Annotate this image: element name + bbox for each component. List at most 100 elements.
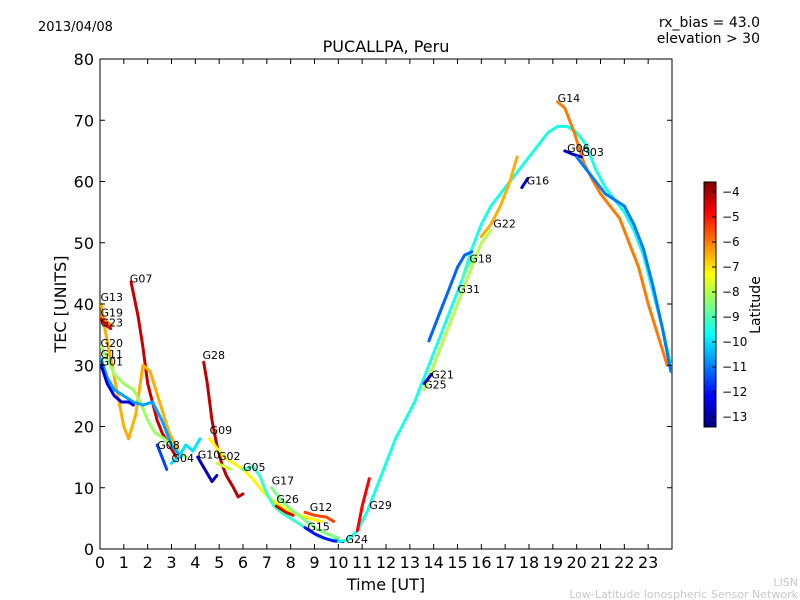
series-g04 xyxy=(170,437,202,465)
label-g22: G22 xyxy=(493,217,516,230)
series-g10 xyxy=(196,455,219,484)
date-label: 2013/04/08 xyxy=(38,20,113,35)
rx-bias-label: rx_bias = 43.0 xyxy=(659,15,760,31)
label-g12: G12 xyxy=(310,501,333,514)
footer-lisn: LISN xyxy=(773,576,798,589)
series-g22 xyxy=(479,155,519,239)
x-tick-label: 5 xyxy=(214,553,224,572)
y-tick-label: 50 xyxy=(74,234,94,253)
colorbar-tick-label: −8 xyxy=(722,285,740,299)
label-g21: G21 xyxy=(431,369,454,382)
x-tick-label: 0 xyxy=(95,553,105,572)
x-tick-label: 3 xyxy=(166,553,176,572)
x-tick-label: 10 xyxy=(328,553,348,572)
label-g08: G08 xyxy=(157,439,180,452)
series-g19 xyxy=(100,314,114,327)
series-g13 xyxy=(100,302,181,453)
series-g17 xyxy=(270,486,340,540)
series-g06 xyxy=(563,149,583,159)
y-tick-label: 60 xyxy=(74,173,94,192)
label-g26: G26 xyxy=(276,493,299,506)
colorbar-label: Latitude xyxy=(748,276,764,334)
x-tick-label: 19 xyxy=(543,553,563,572)
label-g15: G15 xyxy=(307,521,330,534)
label-g28: G28 xyxy=(203,349,226,362)
y-tick-label: 20 xyxy=(74,418,94,437)
x-tick-label: 15 xyxy=(447,553,467,572)
label-g05: G05 xyxy=(243,461,266,474)
label-g31: G31 xyxy=(458,283,481,296)
label-g02: G02 xyxy=(218,450,241,463)
x-tick-label: 2 xyxy=(143,553,153,572)
colorbar-tick-label: −11 xyxy=(722,360,747,374)
label-g11: G11 xyxy=(101,348,124,361)
colorbar-ticks: −4 −5 −6 −7 −8 −9 −10 −11 −12 −13 xyxy=(712,185,747,424)
label-g14: G14 xyxy=(558,92,581,105)
series-g23 xyxy=(100,317,113,330)
series-g14 xyxy=(556,100,669,367)
x-tick-label: 9 xyxy=(309,553,319,572)
x-tick-label: 17 xyxy=(495,553,515,572)
colorbar-tick-label: −6 xyxy=(722,235,740,249)
label-g17: G17 xyxy=(272,475,295,488)
x-tick-label: 23 xyxy=(638,553,658,572)
label-g29: G29 xyxy=(369,499,392,512)
series-g08 xyxy=(155,443,169,471)
x-tick-label: 21 xyxy=(590,553,610,572)
label-g09: G09 xyxy=(210,424,233,437)
footer-network: Low-Latitude Ionospheric Sensor Network xyxy=(569,588,798,600)
elevation-label: elevation > 30 xyxy=(657,31,760,47)
series-layer xyxy=(100,100,672,544)
label-g19: G19 xyxy=(101,306,124,319)
y-tick-label: 70 xyxy=(74,111,94,130)
x-tick-label: 22 xyxy=(614,553,634,572)
x-tick-label: 8 xyxy=(286,553,296,572)
series-g28 xyxy=(202,360,245,499)
colorbar-tick-label: −5 xyxy=(722,210,740,224)
x-tick-label: 4 xyxy=(190,553,200,572)
y-tick-label: 10 xyxy=(74,479,94,498)
y-tick-label: 0 xyxy=(84,540,94,559)
series-g26 xyxy=(274,504,295,517)
colorbar-tick-label: −4 xyxy=(722,185,740,199)
series-g20 xyxy=(100,345,188,459)
x-tick-label: 20 xyxy=(566,553,586,572)
series-g03 xyxy=(575,155,672,373)
label-g16: G16 xyxy=(527,175,550,188)
colorbar xyxy=(703,181,717,428)
x-tick-label: 6 xyxy=(238,553,248,572)
label-g24: G24 xyxy=(346,533,369,546)
series-g01 xyxy=(100,363,135,407)
series-g18 xyxy=(460,256,474,281)
x-tick-label: 16 xyxy=(471,553,491,572)
label-g13: G13 xyxy=(101,291,124,304)
series-g29 xyxy=(355,477,371,533)
colorbar-tick-label: −9 xyxy=(722,310,740,324)
x-tick-label: 7 xyxy=(262,553,272,572)
axes: 0 1 2 3 4 5 6 7 8 9 10 11 12 13 14 15 16 17 18 19 20 21 22 2301… xyxy=(74,50,672,572)
x-axis-label: Time [UT] xyxy=(346,575,425,594)
label-g07: G07 xyxy=(130,273,153,286)
series-g31 xyxy=(427,250,474,343)
x-tick-label: 12 xyxy=(376,553,396,572)
colorbar-tick-label: −12 xyxy=(722,385,747,399)
label-g01: G01 xyxy=(101,355,124,368)
series-g25 xyxy=(422,372,433,386)
label-g06: G06 xyxy=(567,142,590,155)
series-g15 xyxy=(303,526,345,544)
label-g18: G18 xyxy=(469,252,492,265)
colorbar-tick-label: −13 xyxy=(722,410,747,424)
colorbar-tick-label: −7 xyxy=(722,260,740,274)
label-g03: G03 xyxy=(581,146,604,159)
label-g04: G04 xyxy=(172,452,195,465)
series-g02 xyxy=(215,461,233,471)
series-g21 xyxy=(422,229,493,392)
label-g23: G23 xyxy=(101,317,124,330)
chart-title: PUCALLPA, Peru xyxy=(323,37,450,56)
colorbar-tick-label: −10 xyxy=(722,335,747,349)
label-g20: G20 xyxy=(101,337,124,350)
plot-area xyxy=(99,58,673,550)
x-tick-label: 1 xyxy=(119,553,129,572)
